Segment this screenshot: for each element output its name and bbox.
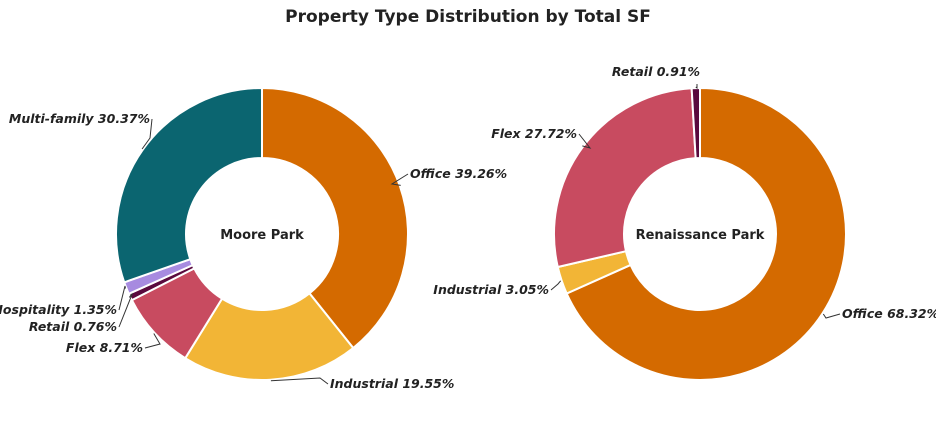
slice-retail[interactable] <box>690 86 701 160</box>
leader-line-hospitality <box>118 285 126 311</box>
donut-chart-moore-park: Office 39.26% Industrial 19.55% Flex 8.71%… <box>0 86 507 391</box>
slice-flex[interactable] <box>553 87 697 269</box>
data-label-retail: Retail 0.91% <box>612 64 700 79</box>
data-label-industrial: Industrial 3.05% <box>433 282 549 297</box>
leader-line-office <box>822 313 841 319</box>
data-label-multi-family: Multi-family 30.37% <box>9 111 150 126</box>
leader-line-industrial <box>270 377 329 385</box>
center-label: Moore Park <box>220 228 304 243</box>
data-label-office: Office 39.26% <box>410 166 507 181</box>
donut-chart-renaissance-park: Office 68.32% Industrial 3.05% Flex 27.72%… <box>433 64 936 381</box>
leader-line-office <box>390 173 409 186</box>
data-label-flex: Flex 27.72% <box>491 126 577 141</box>
leader-line-flex <box>144 333 161 349</box>
leader-line-industrial <box>550 280 562 291</box>
slice-office[interactable] <box>565 86 847 381</box>
data-label-retail: Retail 0.76% <box>29 319 117 334</box>
data-label-industrial: Industrial 19.55% <box>330 376 454 391</box>
leader-line-retail <box>118 291 134 328</box>
leader-line-multi-family <box>141 118 153 150</box>
data-label-flex: Flex 8.71% <box>66 340 143 355</box>
slice-multi-family[interactable] <box>115 86 263 284</box>
center-label: Renaissance Park <box>636 228 765 243</box>
leader-line-retail <box>695 84 698 90</box>
slice-industrial[interactable] <box>183 291 355 381</box>
leader-line-flex <box>578 133 592 149</box>
data-label-hospitality: Hospitality 1.35% <box>0 302 117 317</box>
slice-office[interactable] <box>261 86 409 350</box>
chart-title: Property Type Distribution by Total SF <box>285 7 651 27</box>
data-label-office: Office 68.32% <box>842 306 936 321</box>
